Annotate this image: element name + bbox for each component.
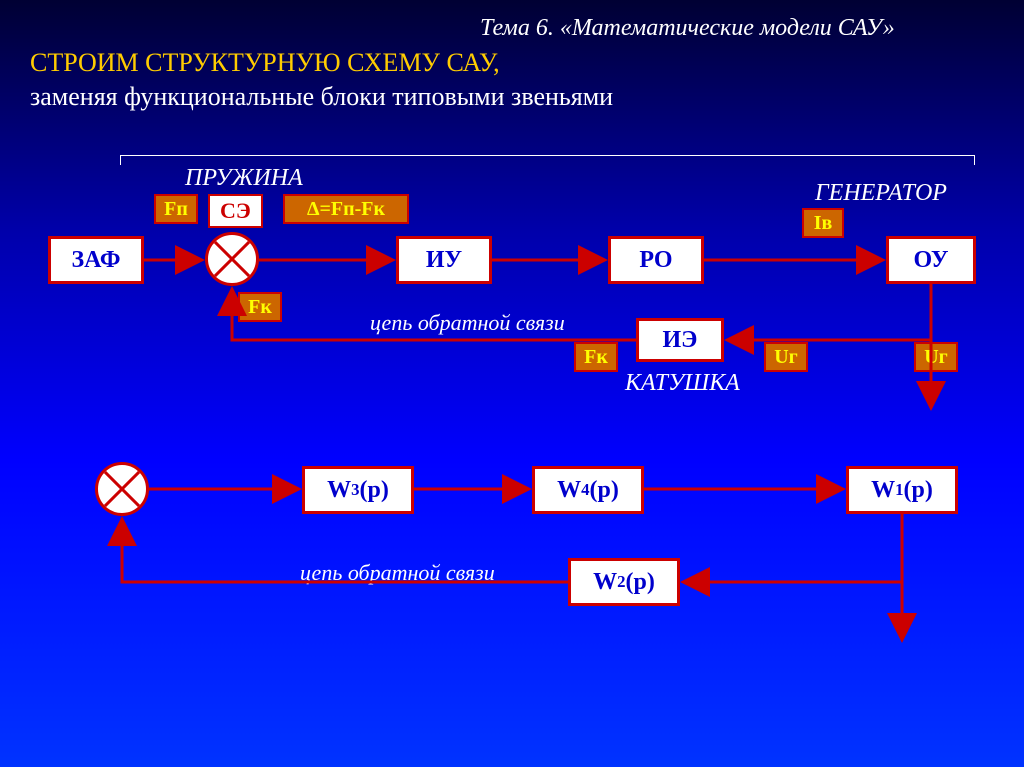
- block-w4: W4(p): [532, 466, 644, 514]
- tag-delta: Δ=Fп-Fк: [283, 194, 409, 224]
- block-w3: W3(p): [302, 466, 414, 514]
- tag-ug2: Uг: [914, 342, 958, 372]
- tag-fk1: Fк: [238, 292, 282, 322]
- feedback-label-1: цепь обратной связи: [370, 310, 565, 336]
- tag-iv: Iв: [802, 208, 844, 238]
- spring-label: ПРУЖИНА: [185, 165, 303, 192]
- se-label: СЭ: [208, 194, 263, 228]
- block-iu: ИУ: [396, 236, 492, 284]
- block-w2: W2(p): [568, 558, 680, 606]
- block-ou: ОУ: [886, 236, 976, 284]
- summing-junction-1: [205, 232, 259, 286]
- block-zaf: ЗАФ: [48, 236, 144, 284]
- coil-label: КАТУШКА: [625, 370, 740, 397]
- block-ie: ИЭ: [636, 318, 724, 362]
- title-line2: заменяя функциональные блоки типовыми зв…: [30, 82, 613, 112]
- diagram-frame: [120, 155, 975, 165]
- title-line1: СТРОИМ СТРУКТУРНУЮ СХЕМУ САУ,: [30, 48, 500, 78]
- tag-fk2: Fк: [574, 342, 618, 372]
- block-ro: РО: [608, 236, 704, 284]
- arrow-layer: [0, 0, 1024, 767]
- topic-header: Тема 6. «Математические модели САУ»: [480, 15, 895, 42]
- generator-label: ГЕНЕРАТОР: [815, 180, 947, 207]
- feedback-label-2: цепь обратной связи: [300, 560, 495, 586]
- tag-ug1: Uг: [764, 342, 808, 372]
- summing-junction-2: [95, 462, 149, 516]
- block-w1: W1(p): [846, 466, 958, 514]
- tag-fp: Fп: [154, 194, 198, 224]
